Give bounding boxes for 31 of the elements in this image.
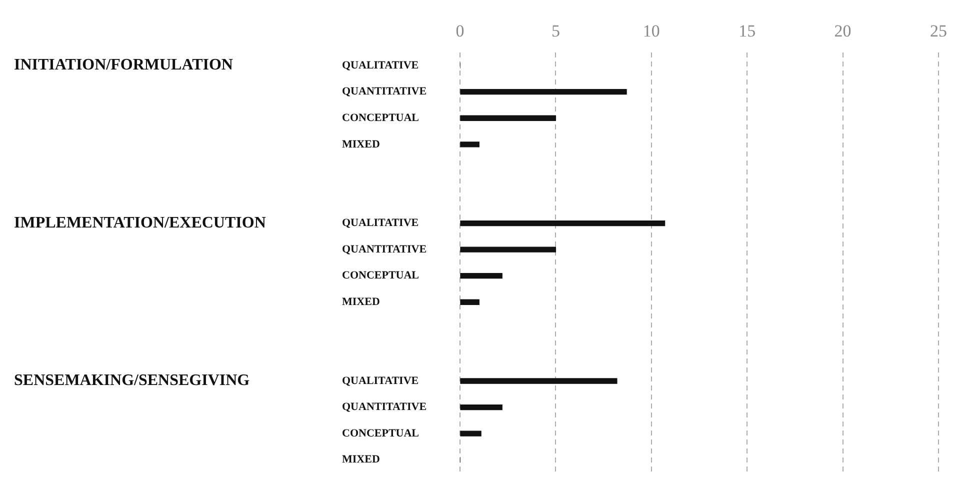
bar bbox=[460, 273, 502, 279]
x-tick-label: 10 bbox=[642, 22, 660, 41]
x-tick-label: 20 bbox=[834, 22, 852, 41]
y-tick-label: CONCEPTUAL bbox=[342, 112, 420, 124]
bar bbox=[460, 89, 627, 95]
bar bbox=[460, 378, 618, 384]
y-tick-label: CONCEPTUAL bbox=[342, 270, 420, 282]
x-tick-label: 5 bbox=[551, 22, 560, 41]
y-tick-label: QUALITATIVE bbox=[342, 374, 419, 387]
bar bbox=[460, 404, 502, 410]
x-tick-label: 15 bbox=[738, 22, 756, 41]
text: IMPLEMENTATION/EXECUTION bbox=[14, 214, 266, 232]
y-tick-label: QUALITATIVE bbox=[342, 59, 419, 72]
text: SENSEMAKING/SENSEGIVING bbox=[14, 372, 250, 390]
y-tick-label: QUANTITATIVE bbox=[342, 86, 427, 98]
y-tick-label: MIXED bbox=[342, 296, 380, 308]
y-tick-label: MIXED bbox=[342, 454, 380, 466]
y-tick-label: QUANTITATIVE bbox=[342, 243, 427, 256]
bar bbox=[460, 220, 666, 226]
bar bbox=[460, 430, 482, 436]
bar bbox=[460, 246, 556, 252]
x-tick-label: 0 bbox=[456, 22, 464, 41]
bar bbox=[460, 142, 480, 148]
y-tick-label: CONCEPTUAL bbox=[342, 427, 420, 440]
y-tick-label: MIXED bbox=[342, 138, 380, 150]
bar bbox=[460, 115, 556, 121]
text: INITIATION/FORMULATION bbox=[14, 56, 234, 74]
y-tick-label: QUANTITATIVE bbox=[342, 401, 427, 414]
bar bbox=[460, 299, 480, 305]
y-tick-label: QUALITATIVE bbox=[342, 217, 419, 230]
x-tick-label: 25 bbox=[930, 22, 947, 41]
